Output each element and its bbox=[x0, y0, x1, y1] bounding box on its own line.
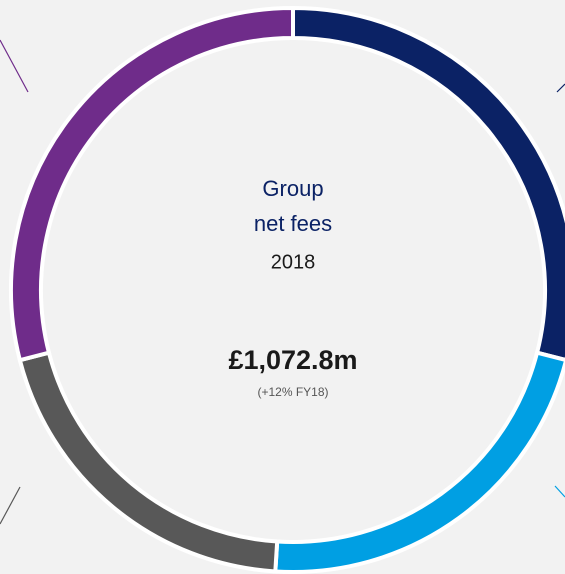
title-line: net fees bbox=[254, 211, 332, 236]
leader-line bbox=[554, 485, 565, 498]
subtitle: 2018 bbox=[271, 251, 316, 273]
donut-segment bbox=[9, 5, 295, 363]
title-line: Group bbox=[262, 176, 323, 201]
leader-line bbox=[0, 486, 21, 525]
total-label: £1,072.8m bbox=[228, 345, 357, 375]
leader-line bbox=[556, 83, 565, 93]
ring bbox=[9, 5, 565, 574]
donut-segment bbox=[291, 5, 565, 362]
leader-line bbox=[0, 39, 29, 93]
change-label: (+12% FY18) bbox=[257, 385, 328, 399]
